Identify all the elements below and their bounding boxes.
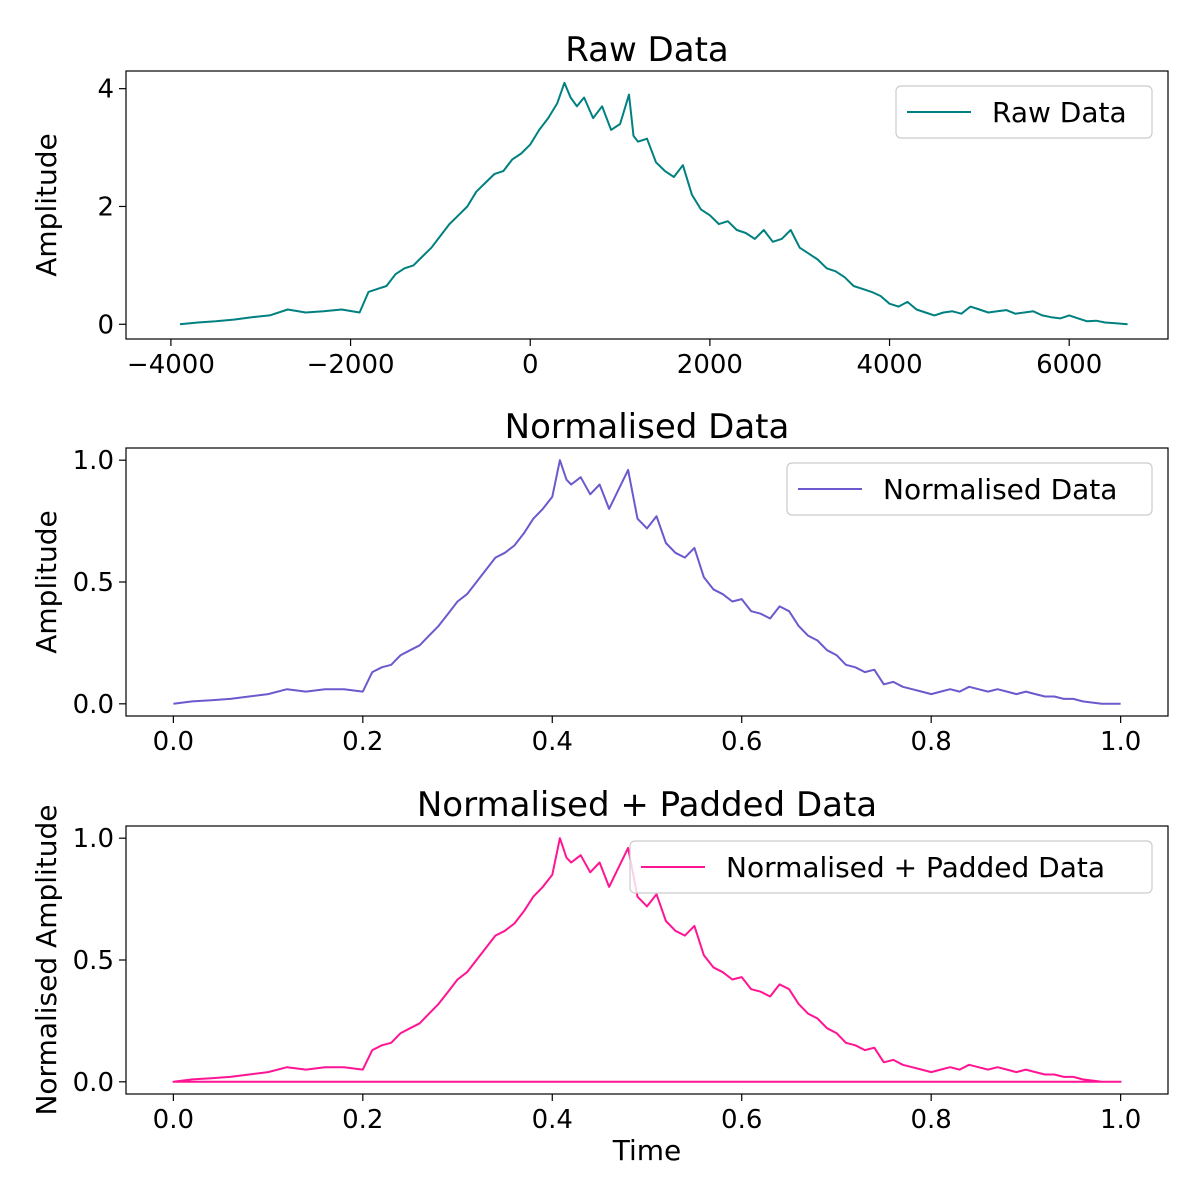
legend-label: Normalised Data xyxy=(883,473,1117,506)
y-tick-label: 1.0 xyxy=(73,446,114,476)
x-tick-label: 0.0 xyxy=(153,1105,194,1135)
y-tick-label: 4 xyxy=(97,75,114,105)
series-line-1-1 xyxy=(179,81,1128,326)
x-tick-label: 1.0 xyxy=(1100,1105,1141,1135)
x-tick-label: 0.2 xyxy=(342,727,383,757)
x-axis-label: Time xyxy=(612,1134,682,1167)
legend-box xyxy=(895,85,1153,139)
subplot-1: −4000 −2000 0 2000 4000 6000 0 2 4 Raw Data Amplit… xyxy=(30,30,1169,380)
subplot-2: 0.0 0.2 0.4 0.6 0.8 1.0 0.0 0.5 1.0 Normalised Da… xyxy=(30,407,1169,757)
y-axis-label: Amplitude xyxy=(30,133,63,277)
y-axis-label: Amplitude xyxy=(30,510,63,654)
x-tick-label: 6000 xyxy=(1036,350,1102,380)
chart-title: Normalised + Padded Data xyxy=(417,785,877,825)
y-axis-label: Normalised Amplitude xyxy=(30,804,63,1115)
x-tick-label: 2000 xyxy=(677,350,743,380)
y-tick-label: 0.0 xyxy=(73,690,114,720)
x-tick-label: 0.6 xyxy=(721,1105,762,1135)
x-tick-label: 0.0 xyxy=(153,727,194,757)
x-tick-label: −4000 xyxy=(127,350,215,380)
legend: Normalised + Padded Data xyxy=(629,840,1153,894)
y-tick-label: 0.0 xyxy=(73,1068,114,1098)
x-tick-label: −2000 xyxy=(307,350,395,380)
series-line-3-1 xyxy=(172,837,1122,1083)
y-tick-label: 2 xyxy=(97,192,114,222)
legend-label: Normalised + Padded Data xyxy=(726,851,1105,884)
x-tick-label: 0.4 xyxy=(532,1105,573,1135)
y-tick-label: 0.5 xyxy=(73,946,114,976)
y-tick-label: 0.5 xyxy=(73,568,114,598)
chart-title: Raw Data xyxy=(565,30,729,70)
x-tick-label: 4000 xyxy=(856,350,922,380)
x-tick-label: 0.6 xyxy=(721,727,762,757)
x-tick-label: 1.0 xyxy=(1100,727,1141,757)
x-tick-label: 0.8 xyxy=(911,1105,952,1135)
axes-frame xyxy=(125,70,1169,340)
legend: Raw Data xyxy=(895,85,1153,139)
legend-box xyxy=(629,840,1153,894)
x-tick-label: 0.4 xyxy=(532,727,573,757)
y-tick-label: 1.0 xyxy=(73,824,114,854)
legend-label: Raw Data xyxy=(992,96,1127,129)
x-tick-label: 0.2 xyxy=(342,1105,383,1135)
y-tick-label: 0 xyxy=(97,310,114,340)
series-line-2-1 xyxy=(173,459,1121,705)
legend-box xyxy=(786,462,1153,516)
x-tick-label: 0.8 xyxy=(911,727,952,757)
legend: Normalised Data xyxy=(786,462,1153,516)
subplot-3: 0.0 0.2 0.4 0.6 0.8 1.0 0.0 0.5 1.0 Normalised + … xyxy=(30,785,1169,1167)
chart-title: Normalised Data xyxy=(505,407,790,447)
x-tick-label: 0 xyxy=(522,350,539,380)
